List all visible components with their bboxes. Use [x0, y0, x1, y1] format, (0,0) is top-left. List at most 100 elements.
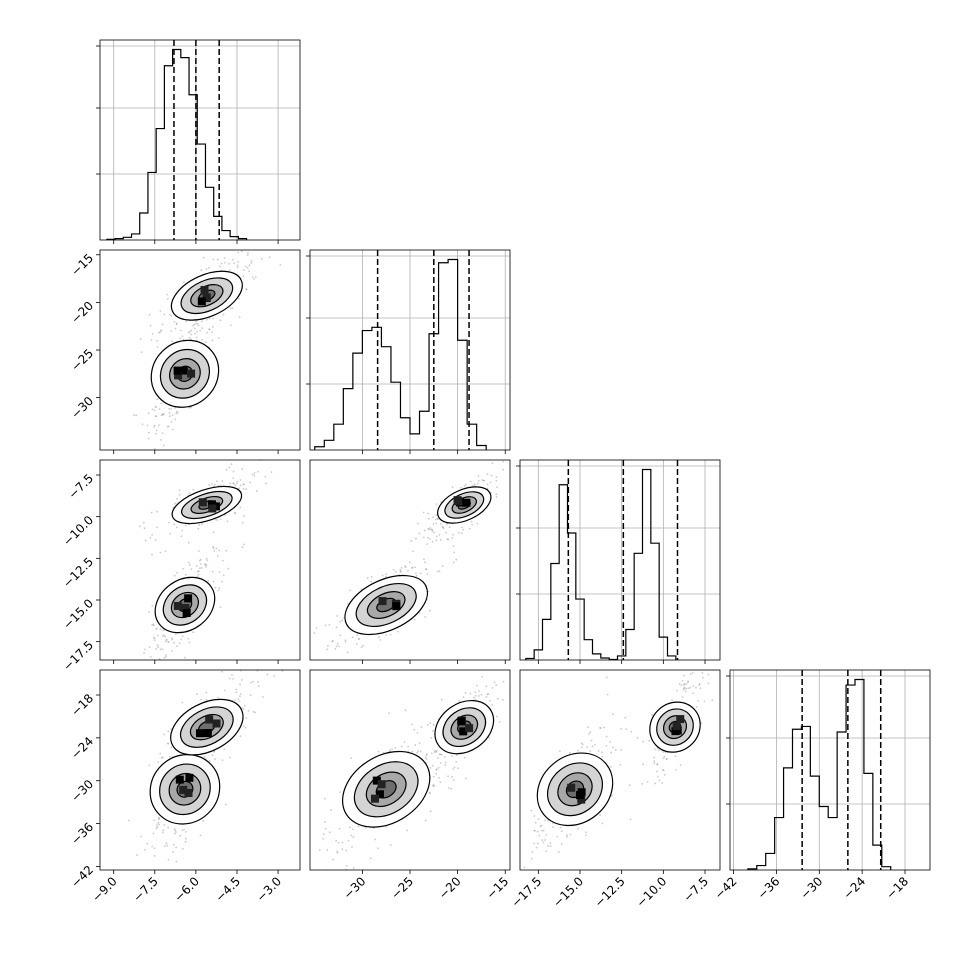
scatter-point — [414, 566, 416, 569]
scatter-point — [200, 567, 203, 569]
scatter-point — [462, 696, 465, 699]
scatter-point — [452, 533, 455, 536]
scatter-point — [166, 742, 169, 745]
scatter-point — [345, 864, 348, 867]
scatter-point — [162, 831, 164, 834]
scatter-point — [239, 506, 242, 509]
scatter-point — [150, 511, 153, 514]
scatter-point — [489, 481, 492, 484]
scatter-point — [156, 526, 159, 529]
scatter-point — [225, 468, 228, 471]
scatter-point — [228, 269, 231, 272]
scatter-point — [651, 714, 653, 716]
scatter-point — [170, 649, 173, 652]
scatter-point — [352, 867, 355, 870]
scatter-point — [243, 514, 246, 517]
scatter-point — [153, 425, 155, 428]
scatter-point — [370, 580, 373, 583]
scatter-point — [266, 673, 269, 676]
scatter-point — [685, 683, 688, 685]
scatter-point — [662, 750, 665, 753]
scatter-point — [181, 847, 184, 850]
scatter-point — [679, 764, 682, 767]
scatter-point — [184, 840, 187, 843]
scatter-point — [167, 858, 170, 861]
scatter-point — [462, 528, 464, 531]
scatter-point — [439, 753, 442, 756]
histogram-2 — [525, 468, 677, 661]
scatter-point — [683, 687, 685, 690]
scatter-point — [437, 517, 439, 520]
scatter-point — [160, 329, 162, 332]
scatter-point — [414, 744, 417, 746]
scatter-point — [231, 258, 234, 261]
scatter-point — [580, 742, 583, 745]
scatter-point — [188, 336, 191, 339]
scatter-point — [187, 331, 190, 334]
scatter-point — [642, 740, 645, 743]
scatter-point — [697, 699, 700, 702]
scatter-point — [463, 485, 466, 487]
scatter-point — [400, 745, 403, 748]
scatter-point — [565, 834, 568, 837]
scatter-point — [549, 842, 552, 845]
scatter-point — [413, 728, 416, 731]
scatter-point — [152, 624, 155, 627]
scatter-point — [451, 775, 453, 778]
scatter-point — [205, 557, 208, 560]
scatter-point — [157, 821, 160, 824]
scatter-point — [430, 528, 433, 531]
scatter-point — [455, 760, 458, 763]
scatter-point — [217, 696, 220, 699]
scatter-point — [472, 696, 475, 699]
scatter-point — [243, 704, 246, 707]
scatter-point — [156, 627, 159, 630]
scatter-point — [166, 297, 169, 300]
scatter-point — [208, 317, 211, 320]
density-peak — [462, 498, 471, 507]
scatter-point — [415, 575, 418, 577]
scatter-point — [239, 683, 241, 686]
scatter-point — [158, 424, 160, 427]
scatter-point — [174, 502, 177, 505]
scatter-point — [238, 316, 241, 319]
scatter-point — [654, 748, 656, 751]
scatter-point — [331, 640, 334, 643]
scatter-point — [159, 628, 162, 631]
scatter-point — [196, 570, 199, 573]
scatter-point — [161, 432, 164, 435]
scatter-point — [612, 746, 614, 749]
scatter-point — [457, 767, 459, 770]
scatter-point — [195, 565, 198, 567]
scatter-point — [675, 769, 678, 771]
scatter-point — [502, 680, 505, 683]
scatter-point — [232, 477, 234, 479]
scatter-point — [435, 750, 438, 753]
scatter-point — [471, 523, 474, 526]
scatter-point — [438, 753, 441, 756]
scatter-point — [163, 656, 166, 659]
scatter-point — [157, 818, 160, 821]
scatter-point — [419, 750, 422, 753]
scatter-point — [169, 415, 171, 418]
scatter-point — [344, 639, 347, 642]
scatter-point — [577, 827, 579, 830]
scatter-point — [182, 567, 185, 570]
scatter-point — [250, 259, 253, 262]
scatter-point — [465, 483, 467, 486]
scatter-point — [338, 827, 341, 830]
scatter-point — [265, 482, 267, 485]
scatter-point — [249, 481, 251, 484]
scatter-point — [439, 762, 442, 764]
scatter-point — [435, 514, 438, 517]
scatter-point — [336, 642, 339, 645]
scatter-point — [394, 747, 397, 749]
density-peak — [179, 366, 188, 375]
scatter-point — [364, 826, 367, 829]
scatter-point — [356, 634, 359, 636]
scatter-point — [238, 487, 241, 490]
scatter-point — [147, 437, 150, 440]
scatter-point — [164, 635, 167, 638]
scatter-point — [431, 540, 434, 543]
scatter-point — [495, 496, 498, 498]
